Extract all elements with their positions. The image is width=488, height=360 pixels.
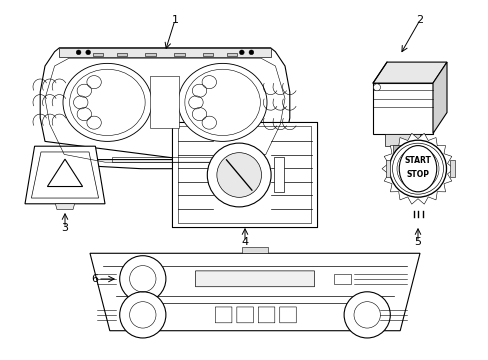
FancyBboxPatch shape: [333, 274, 350, 284]
Ellipse shape: [63, 63, 151, 141]
Circle shape: [389, 140, 446, 197]
Polygon shape: [55, 204, 75, 210]
Polygon shape: [90, 253, 419, 331]
Text: START: START: [404, 156, 430, 165]
FancyBboxPatch shape: [145, 53, 156, 56]
FancyBboxPatch shape: [172, 122, 317, 228]
Circle shape: [239, 50, 244, 55]
FancyBboxPatch shape: [385, 160, 389, 177]
FancyBboxPatch shape: [402, 145, 409, 152]
Circle shape: [85, 50, 90, 55]
Circle shape: [120, 292, 165, 338]
Circle shape: [120, 256, 165, 302]
FancyBboxPatch shape: [92, 53, 103, 56]
Circle shape: [344, 292, 389, 338]
Text: 6: 6: [91, 274, 98, 284]
Circle shape: [248, 50, 253, 55]
Ellipse shape: [178, 63, 266, 141]
FancyBboxPatch shape: [195, 271, 314, 287]
Text: 4: 4: [241, 237, 248, 247]
Circle shape: [373, 84, 380, 91]
Text: STOP: STOP: [406, 171, 428, 180]
FancyBboxPatch shape: [116, 53, 127, 56]
FancyBboxPatch shape: [449, 160, 454, 177]
Text: 3: 3: [61, 223, 68, 233]
Text: 5: 5: [414, 237, 421, 247]
FancyBboxPatch shape: [241, 247, 267, 253]
Circle shape: [216, 153, 261, 197]
Text: 1: 1: [171, 15, 178, 25]
FancyBboxPatch shape: [258, 307, 274, 323]
FancyBboxPatch shape: [412, 145, 419, 152]
FancyBboxPatch shape: [215, 307, 231, 323]
FancyBboxPatch shape: [226, 53, 237, 56]
FancyBboxPatch shape: [392, 145, 399, 152]
Polygon shape: [372, 62, 446, 83]
FancyBboxPatch shape: [236, 307, 253, 323]
Text: 2: 2: [416, 15, 423, 25]
Polygon shape: [432, 62, 446, 134]
Polygon shape: [381, 133, 453, 204]
FancyBboxPatch shape: [273, 157, 284, 192]
Circle shape: [76, 50, 81, 55]
Polygon shape: [40, 48, 289, 169]
FancyBboxPatch shape: [203, 53, 213, 56]
Circle shape: [207, 143, 270, 207]
Polygon shape: [59, 48, 270, 57]
Polygon shape: [25, 146, 105, 204]
Polygon shape: [372, 83, 432, 134]
FancyBboxPatch shape: [174, 53, 184, 56]
FancyBboxPatch shape: [150, 76, 179, 129]
Polygon shape: [384, 134, 419, 146]
Ellipse shape: [398, 145, 436, 192]
FancyBboxPatch shape: [279, 307, 296, 323]
